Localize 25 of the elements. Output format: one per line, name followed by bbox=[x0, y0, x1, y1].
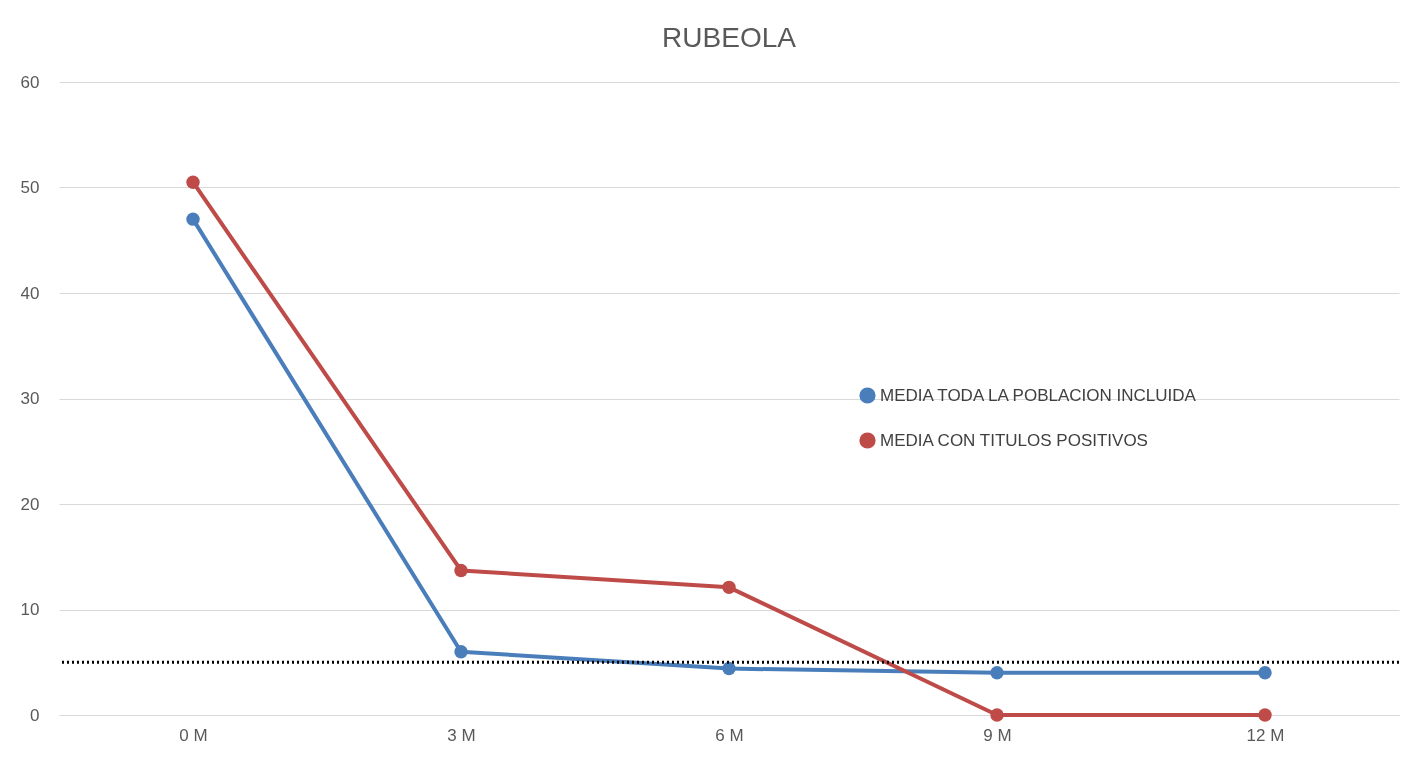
x-tick-label: 6 M bbox=[715, 725, 744, 745]
point bbox=[990, 708, 1004, 722]
point bbox=[186, 212, 200, 226]
y-tick-label: 30 bbox=[20, 389, 40, 408]
point bbox=[454, 645, 468, 659]
x-tick-label: 12 M bbox=[1246, 725, 1285, 745]
point bbox=[1258, 708, 1272, 722]
point bbox=[722, 661, 736, 676]
y-tick-label: 20 bbox=[20, 494, 40, 514]
point bbox=[186, 175, 200, 189]
x-tick-label: 0 M bbox=[179, 725, 208, 745]
point bbox=[454, 563, 468, 578]
point bbox=[722, 580, 736, 595]
legend-label: MEDIA CON TITULOS POSITIVOS bbox=[880, 430, 1148, 450]
y-tick-label: 50 bbox=[20, 178, 40, 197]
legend-label: MEDIA TODA LA POBLACION INCLUIDA bbox=[880, 385, 1197, 405]
y-tick-label: 0 bbox=[30, 705, 40, 725]
x-tick-label: 9 M bbox=[983, 725, 1012, 745]
y-tick-label: 60 bbox=[20, 72, 40, 92]
y-tick-label: 40 bbox=[20, 283, 40, 303]
x-tick-label: 3 M bbox=[447, 725, 476, 745]
point bbox=[990, 666, 1004, 680]
chart-title: RUBEOLA bbox=[662, 22, 797, 53]
point bbox=[1258, 666, 1272, 680]
y-tick-label: 10 bbox=[20, 600, 40, 619]
